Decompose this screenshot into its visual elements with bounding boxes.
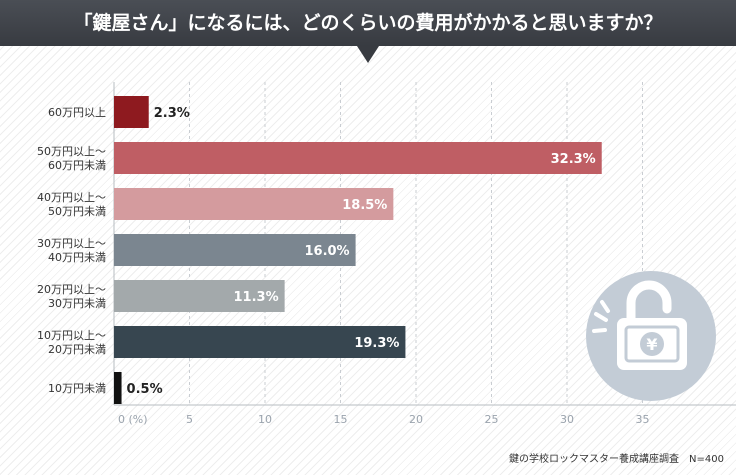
value-label: 19.3% bbox=[354, 336, 399, 351]
chart-title: 「鍵屋さん」になるには、どのくらいの費用がかかると思いますか？ bbox=[73, 12, 663, 34]
x-tick-label: 0 (%) bbox=[118, 413, 148, 426]
category-label: 50万円以上～ bbox=[37, 145, 106, 158]
bar bbox=[114, 372, 122, 404]
banner-pointer bbox=[357, 46, 379, 63]
value-label: 11.3% bbox=[234, 290, 279, 305]
x-tick-label: 10 bbox=[258, 413, 272, 426]
yen-symbol: ¥ bbox=[646, 335, 657, 354]
bar bbox=[114, 280, 285, 312]
bar bbox=[114, 96, 149, 128]
category-label: 20万円未満 bbox=[48, 343, 106, 356]
value-label: 0.5% bbox=[127, 382, 163, 397]
source-note: 鍵の学校ロックマスター養成講座調査 N=400 bbox=[509, 454, 724, 465]
value-label: 16.0% bbox=[304, 244, 349, 259]
category-label: 10万円以上～ bbox=[37, 329, 106, 342]
category-label: 40万円未満 bbox=[48, 251, 106, 264]
yen-coin bbox=[640, 332, 664, 356]
bar bbox=[114, 234, 356, 266]
spark-line bbox=[600, 300, 610, 313]
x-tick-label: 35 bbox=[636, 413, 650, 426]
x-tick-label: 15 bbox=[334, 413, 348, 426]
bar bbox=[114, 188, 394, 220]
category-label: 20万円以上～ bbox=[37, 283, 106, 296]
banknote-outline bbox=[624, 325, 680, 363]
category-label: 50万円未満 bbox=[48, 205, 106, 218]
padlock-yen-icon: ¥ bbox=[586, 271, 716, 401]
category-label: 60万円以上 bbox=[48, 106, 106, 119]
value-label: 18.5% bbox=[342, 198, 387, 213]
x-tick-label: 20 bbox=[409, 413, 423, 426]
category-label: 10万円未満 bbox=[48, 382, 106, 395]
value-label: 2.3% bbox=[154, 106, 190, 121]
x-tick-label: 25 bbox=[485, 413, 499, 426]
category-label: 60万円未満 bbox=[48, 159, 106, 172]
title-banner bbox=[0, 0, 736, 46]
x-tick-label: 30 bbox=[560, 413, 574, 426]
value-label: 32.3% bbox=[551, 152, 596, 167]
lock-shackle bbox=[626, 280, 672, 323]
category-label: 30万円未満 bbox=[48, 297, 106, 310]
bar bbox=[114, 326, 406, 358]
spark-line bbox=[592, 328, 607, 333]
bar bbox=[114, 142, 602, 174]
x-tick-label: 5 bbox=[186, 413, 193, 426]
spark-line bbox=[594, 312, 608, 322]
category-label: 40万円以上～ bbox=[37, 191, 106, 204]
category-label: 30万円以上～ bbox=[37, 237, 106, 250]
